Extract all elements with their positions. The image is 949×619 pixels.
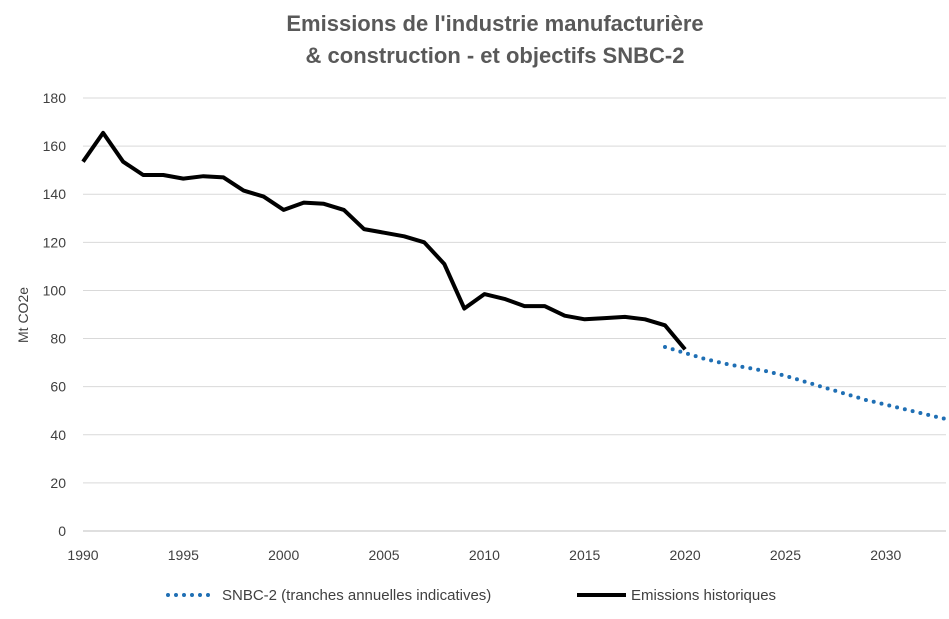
legend-label: Emissions historiques (631, 587, 776, 604)
series-0 (663, 345, 948, 422)
y-tick-label: 40 (50, 427, 66, 443)
y-axis-label: Mt CO2e (15, 287, 31, 343)
legend-item-1: Emissions historiques (577, 587, 776, 604)
chart-title-line-1: Emissions de l'industrie manufacturière (286, 11, 703, 36)
x-tick-label: 2015 (569, 547, 600, 563)
series-line-1 (81, 130, 687, 351)
series-layer (81, 130, 948, 422)
y-tick-label: 120 (43, 234, 67, 250)
x-tick-label: 2005 (368, 547, 399, 563)
x-tick-label: 2010 (469, 547, 500, 563)
x-tick-label: 1990 (67, 547, 98, 563)
y-tick-label: 140 (43, 186, 67, 202)
y-tick-label: 0 (58, 523, 66, 539)
x-tick-label: 2030 (870, 547, 901, 563)
series-1 (81, 130, 687, 351)
y-tick-label: 160 (43, 138, 67, 154)
legend-item-0: SNBC-2 (tranches annuelles indicatives) (166, 587, 491, 604)
x-tick-label: 2020 (670, 547, 701, 563)
legend-label: SNBC-2 (tranches annuelles indicatives) (222, 587, 491, 604)
y-tick-label: 20 (50, 475, 66, 491)
gridlines (83, 97, 946, 532)
y-tick-label: 100 (43, 282, 67, 298)
y-axis: 0 20 40 60 80 100 120 140 160 180 (43, 90, 67, 539)
x-tick-label: 2000 (268, 547, 299, 563)
x-tick-label: 2025 (770, 547, 801, 563)
chart-title: Emissions de l'industrie manufacturière … (286, 11, 703, 68)
y-tick-label: 60 (50, 379, 66, 395)
chart-title-line-2: & construction - et objectifs SNBC-2 (306, 43, 685, 68)
x-tick-label: 1995 (168, 547, 199, 563)
x-axis: 1990 1995 2000 2005 2010 2015 2020 2025 2030 (67, 547, 901, 563)
y-tick-label: 80 (50, 331, 66, 347)
series-line-0 (663, 345, 948, 422)
legend: SNBC-2 (tranches annuelles indicatives) E… (166, 587, 776, 604)
y-tick-label: 180 (43, 90, 67, 106)
